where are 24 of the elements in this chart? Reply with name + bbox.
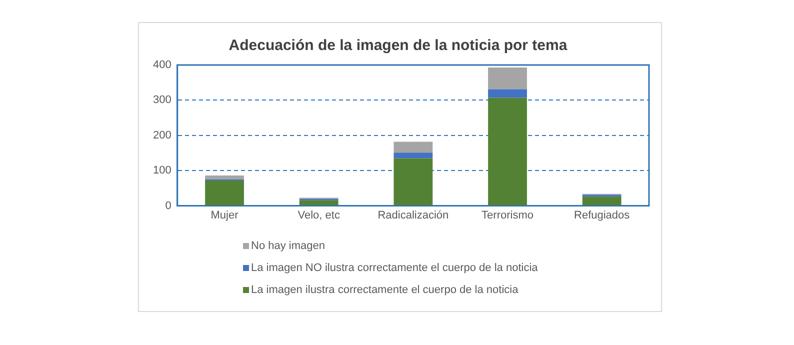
bar	[299, 200, 338, 206]
bar	[582, 196, 622, 206]
bar	[488, 67, 527, 90]
y-tick-label: 100	[152, 164, 172, 177]
bar	[394, 142, 433, 153]
x-tick-label: Terrorismo	[482, 209, 534, 222]
x-tick-label: Velo, etc	[298, 209, 340, 222]
bar	[205, 176, 244, 180]
x-tick-label: Refugiados	[574, 209, 630, 222]
y-tick-label: 0	[165, 200, 172, 212]
bar	[488, 98, 527, 206]
bar	[205, 180, 244, 206]
y-tick-label: 400	[152, 59, 172, 72]
x-tick-label: Radicalización	[378, 209, 449, 222]
bar	[488, 89, 527, 98]
legend-label: La imagen NO ilustra correctamente el cuerpo de la noticia	[251, 262, 538, 274]
y-tick-label: 200	[152, 129, 172, 142]
y-tick-label: 300	[152, 94, 172, 106]
legend-label: La imagen ilustra correctamente el cuerpo de la noticia	[251, 284, 518, 296]
chart-title: Adecuación de la imagen de la noticia por tema	[228, 37, 568, 54]
bar	[394, 158, 433, 206]
x-tick-label: Mujer	[210, 209, 239, 222]
legend-label: No hay imagen	[251, 240, 325, 252]
bar	[394, 152, 433, 158]
